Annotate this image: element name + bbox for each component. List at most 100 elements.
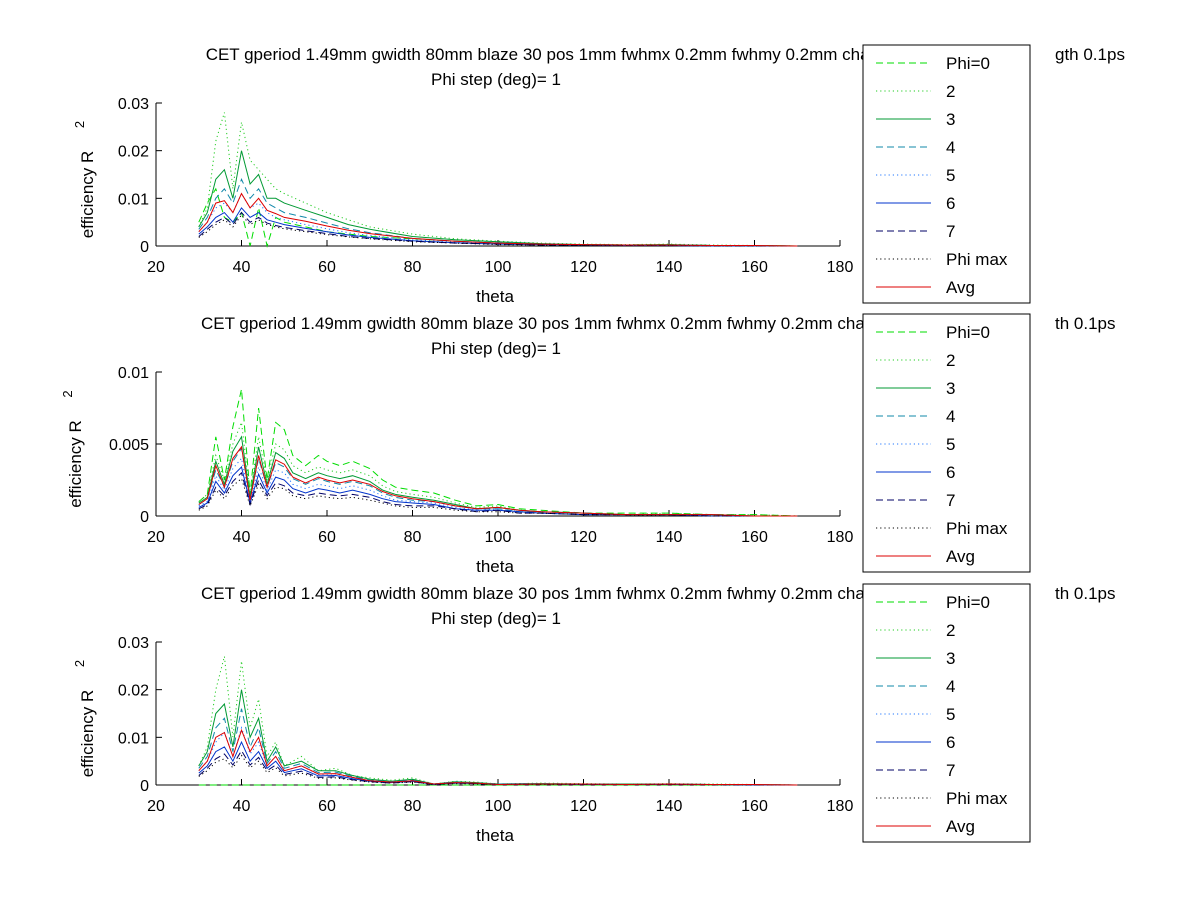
series-line-6 xyxy=(198,466,798,517)
chart-title-line-2: gth 0.1ps xyxy=(1055,45,1125,64)
series-line-3 xyxy=(198,689,798,786)
legend-label: Phi max xyxy=(946,250,1008,269)
series-line-4 xyxy=(198,177,798,247)
chart-title-line-1: CET gperiod 1.49mm gwidth 80mm blaze 30 … xyxy=(201,584,913,603)
x-tick-label: 100 xyxy=(485,798,512,815)
x-tick-label: 60 xyxy=(318,529,336,546)
x-tick-label: 140 xyxy=(656,529,683,546)
chart-title-line-2: th 0.1ps xyxy=(1055,584,1116,603)
x-tick-label: 140 xyxy=(656,798,683,815)
x-tick-label: 20 xyxy=(147,259,165,276)
chart-title-line-1: CET gperiod 1.49mm gwidth 80mm blaze 30 … xyxy=(206,45,909,64)
x-tick-label: 180 xyxy=(827,798,854,815)
x-tick-label: 180 xyxy=(827,529,854,546)
x-tick-label: 80 xyxy=(404,798,422,815)
y-axis-label-superscript: 2 xyxy=(72,660,87,667)
chart-title-line-3: Phi step (deg)= 1 xyxy=(431,70,561,89)
series-line-5 xyxy=(198,726,798,786)
legend: Phi=0 2 3 4 5 6 7 Phi max Avg xyxy=(862,313,1031,573)
series-line-9 xyxy=(198,728,798,786)
x-tick-label: 80 xyxy=(404,259,422,276)
x-tick-label: 100 xyxy=(485,259,512,276)
series-line-6 xyxy=(198,740,798,786)
legend-label: 3 xyxy=(946,649,955,668)
x-axis-label: theta xyxy=(476,557,514,576)
y-tick-label: 0.01 xyxy=(118,730,149,747)
y-tick-label: 0.02 xyxy=(118,144,149,161)
legend-label: 3 xyxy=(946,379,955,398)
x-tick-label: 100 xyxy=(485,529,512,546)
legend-label: 2 xyxy=(946,621,955,640)
x-tick-label: 120 xyxy=(570,259,597,276)
series-line-1 xyxy=(198,389,798,517)
x-tick-label: 160 xyxy=(741,529,768,546)
legend-label: Avg xyxy=(946,278,975,297)
y-tick-label: 0 xyxy=(140,778,149,795)
series-line-7 xyxy=(198,471,798,517)
x-tick-label: 40 xyxy=(233,798,251,815)
legend-label: 6 xyxy=(946,733,955,752)
series-line-4 xyxy=(198,446,798,517)
legend-label: 6 xyxy=(946,194,955,213)
legend-label: Phi=0 xyxy=(946,54,990,73)
y-tick-label: 0.03 xyxy=(118,96,149,113)
x-axis-label: theta xyxy=(476,826,514,845)
legend-label: Phi max xyxy=(946,519,1008,538)
x-tick-label: 40 xyxy=(233,259,251,276)
chart-panel-3: CET gperiod 1.49mm gwidth 80mm blaze 30 … xyxy=(72,583,1116,845)
x-tick-label: 80 xyxy=(404,529,422,546)
legend-label: 7 xyxy=(946,491,955,510)
x-tick-label: 60 xyxy=(318,259,336,276)
x-tick-label: 120 xyxy=(570,798,597,815)
series-line-5 xyxy=(198,192,798,247)
series-line-8 xyxy=(198,477,798,517)
chart-title-line-3: Phi step (deg)= 1 xyxy=(431,339,561,358)
legend-box xyxy=(862,44,1031,304)
y-tick-label: 0.01 xyxy=(118,365,149,382)
chart-title-line-3: Phi step (deg)= 1 xyxy=(431,609,561,628)
legend-label: 2 xyxy=(946,82,955,101)
series-line-9 xyxy=(198,445,798,517)
series-line-2 xyxy=(198,422,798,517)
y-tick-label: 0 xyxy=(140,239,149,256)
legend-label: 4 xyxy=(946,407,955,426)
x-tick-label: 140 xyxy=(656,259,683,276)
y-tick-label: 0.02 xyxy=(118,683,149,700)
legend-label: 7 xyxy=(946,222,955,241)
y-tick-label: 0 xyxy=(140,509,149,526)
legend-box xyxy=(862,313,1031,573)
chart-title-line-1: CET gperiod 1.49mm gwidth 80mm blaze 30 … xyxy=(201,314,913,333)
legend-label: 3 xyxy=(946,110,955,129)
y-tick-label: 0.005 xyxy=(109,437,149,454)
legend-label: 7 xyxy=(946,761,955,780)
legend-label: Avg xyxy=(946,547,975,566)
x-tick-label: 180 xyxy=(827,259,854,276)
legend-label: Phi=0 xyxy=(946,323,990,342)
x-tick-label: 20 xyxy=(147,529,165,546)
chart-panel-1: CET gperiod 1.49mm gwidth 80mm blaze 30 … xyxy=(72,44,1125,306)
legend-label: Phi max xyxy=(946,789,1008,808)
series-line-3 xyxy=(198,150,798,247)
series-line-2 xyxy=(198,656,798,786)
chart-panel-2: CET gperiod 1.49mm gwidth 80mm blaze 30 … xyxy=(60,313,1116,576)
legend-label: 2 xyxy=(946,351,955,370)
legend-label: Phi=0 xyxy=(946,593,990,612)
legend: Phi=0 2 3 4 5 6 7 Phi max Avg xyxy=(862,44,1031,304)
y-axis-label: efficiency R xyxy=(66,420,85,508)
y-tick-label: 0.01 xyxy=(118,191,149,208)
series-line-2 xyxy=(198,112,798,247)
x-tick-label: 60 xyxy=(318,798,336,815)
y-axis-label-superscript: 2 xyxy=(72,121,87,128)
x-tick-label: 20 xyxy=(147,798,165,815)
x-tick-label: 120 xyxy=(570,529,597,546)
y-axis-label-superscript: 2 xyxy=(60,390,75,397)
chart-title-line-2: th 0.1ps xyxy=(1055,314,1116,333)
legend: Phi=0 2 3 4 5 6 7 Phi max Avg xyxy=(862,583,1031,843)
x-tick-label: 160 xyxy=(741,259,768,276)
x-tick-label: 40 xyxy=(233,529,251,546)
legend-label: 5 xyxy=(946,435,955,454)
legend-label: 4 xyxy=(946,677,955,696)
legend-label: 5 xyxy=(946,705,955,724)
x-tick-label: 160 xyxy=(741,798,768,815)
